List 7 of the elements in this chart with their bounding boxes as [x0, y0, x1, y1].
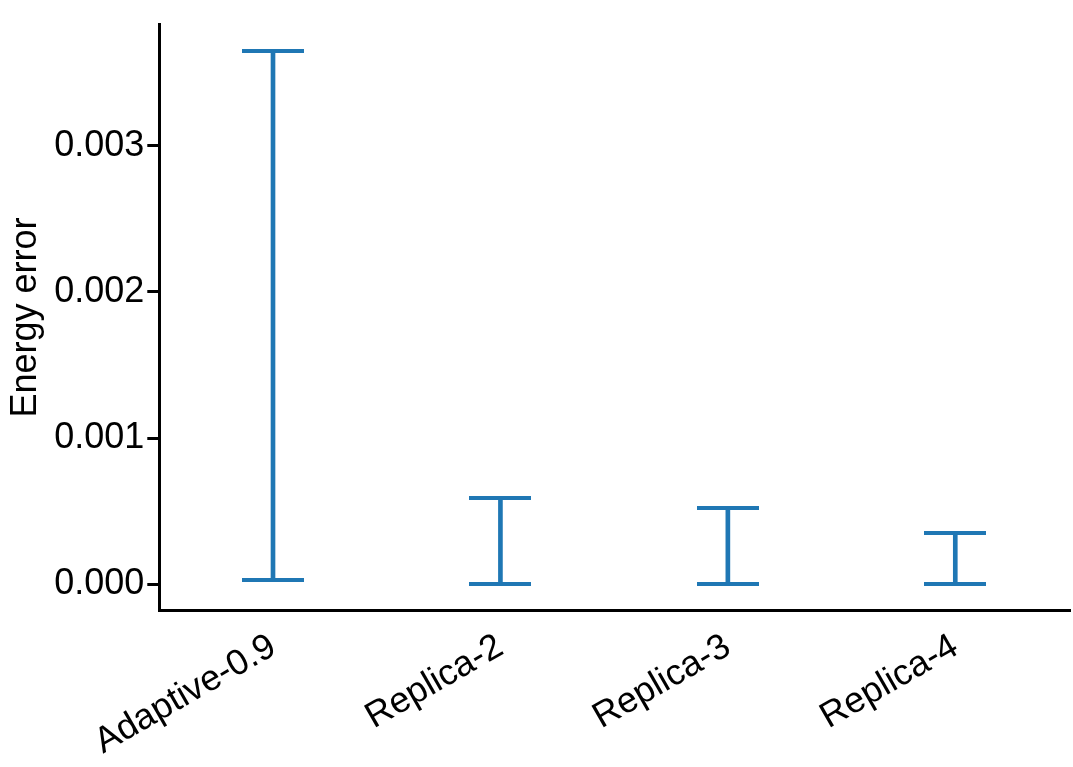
bar [952, 532, 958, 584]
y-axis-title: Energy error [2, 217, 44, 418]
y-tick-label: 0.000 [54, 561, 145, 603]
y-tick-label: 0.002 [54, 268, 145, 310]
y-tick-label: 0.003 [54, 122, 145, 164]
y-tick-label: 0.001 [54, 415, 145, 457]
bar [498, 497, 503, 584]
